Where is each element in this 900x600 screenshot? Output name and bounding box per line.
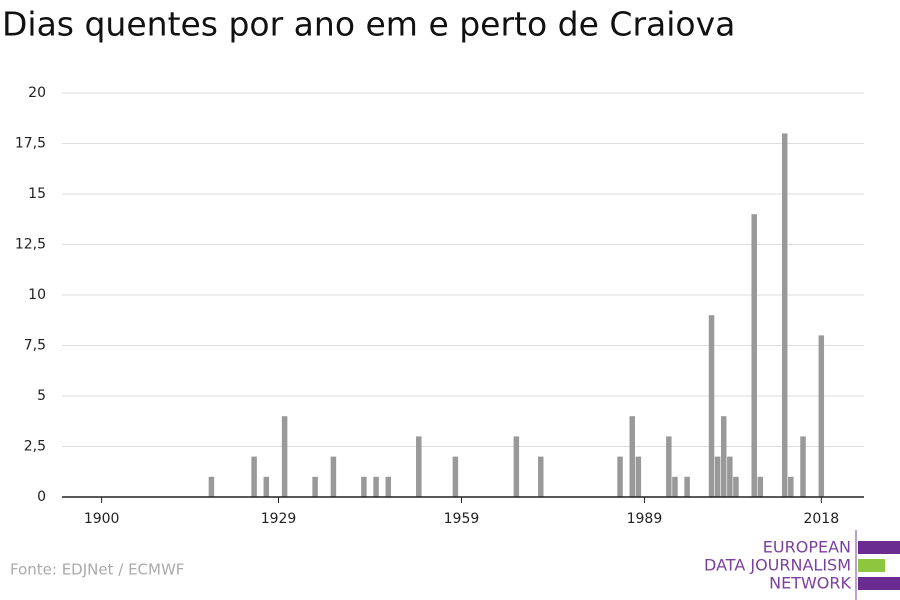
bar xyxy=(416,436,422,497)
bar xyxy=(385,476,392,497)
source: Fonte: EDJNet / ECMWF xyxy=(10,561,184,579)
x-tick-label: 1900 xyxy=(84,511,120,527)
bar xyxy=(800,436,806,497)
bar xyxy=(513,436,520,497)
bar xyxy=(208,476,215,497)
bar xyxy=(635,456,642,497)
logo-text: NETWORK xyxy=(769,574,851,593)
y-tick-label: 5 xyxy=(37,388,46,404)
bar xyxy=(733,476,739,497)
bar xyxy=(666,436,672,497)
y-tick-label: 12,5 xyxy=(15,237,46,253)
bar xyxy=(312,476,318,497)
bar xyxy=(751,214,757,497)
y-tick-label: 7,5 xyxy=(24,338,46,354)
bar xyxy=(714,456,721,497)
y-tick-label: 20 xyxy=(28,85,46,101)
bar xyxy=(330,456,337,497)
bar xyxy=(727,456,733,497)
bar xyxy=(452,456,459,497)
bar xyxy=(373,476,379,497)
y-tick-label: 17,5 xyxy=(15,136,46,152)
x-tick-label: 2018 xyxy=(803,511,839,527)
logo-text: EUROPEAN xyxy=(763,538,851,557)
bar xyxy=(251,456,257,497)
y-tick-label: 2,5 xyxy=(24,439,46,455)
bar xyxy=(781,133,788,497)
y-tick-label: 0 xyxy=(37,489,46,505)
bar xyxy=(361,476,367,497)
bar xyxy=(818,335,825,497)
bar xyxy=(684,476,690,497)
bar xyxy=(538,456,544,497)
bar xyxy=(672,476,678,497)
bar xyxy=(617,456,623,497)
bar xyxy=(281,416,288,497)
bar xyxy=(757,476,764,497)
x-tick-label: 1959 xyxy=(444,511,480,527)
y-tick-label: 15 xyxy=(28,186,46,202)
logo-bar xyxy=(858,541,900,554)
bar xyxy=(629,416,635,497)
logo-bar xyxy=(858,559,885,572)
bar xyxy=(788,476,794,497)
x-tick-label: 1989 xyxy=(627,511,663,527)
chart-title: Dias quentes por ano em e perto de Craio… xyxy=(2,5,735,44)
logo-bar xyxy=(858,577,900,590)
bar xyxy=(720,416,727,497)
logo-text: DATA JOURNALISM xyxy=(704,556,851,575)
y-tick-label: 10 xyxy=(28,287,46,303)
bar xyxy=(708,315,715,497)
bar xyxy=(263,476,270,497)
x-tick-label: 1929 xyxy=(261,511,297,527)
